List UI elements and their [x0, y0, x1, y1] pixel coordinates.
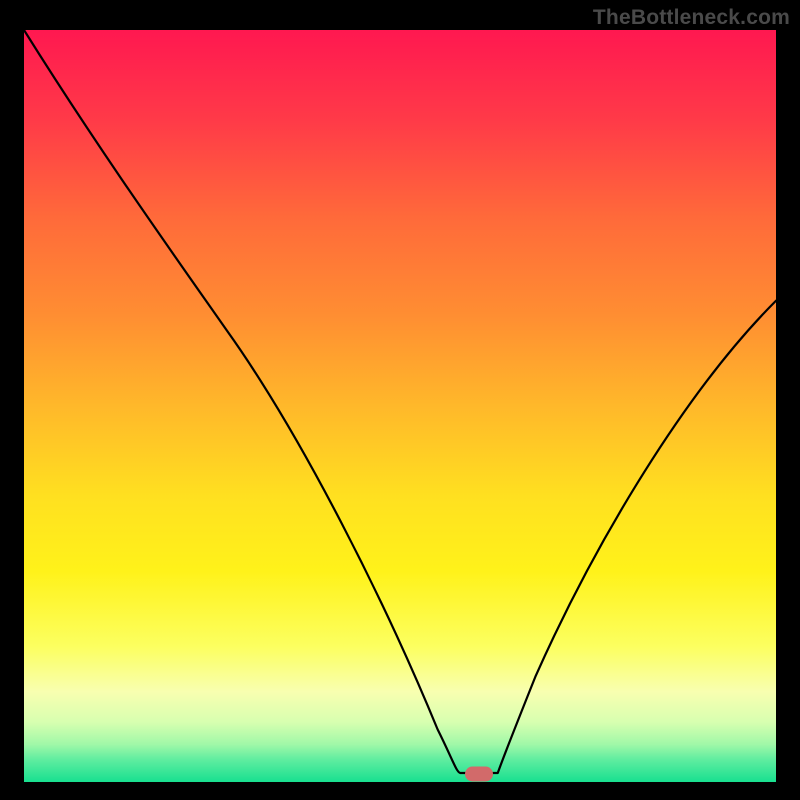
- chart-container: TheBottleneck.com: [0, 0, 800, 800]
- plot-area: [24, 30, 776, 782]
- watermark-text: TheBottleneck.com: [593, 6, 790, 30]
- gradient-background: [24, 30, 776, 782]
- optimum-marker: [465, 767, 493, 782]
- curve-svg: [24, 30, 776, 782]
